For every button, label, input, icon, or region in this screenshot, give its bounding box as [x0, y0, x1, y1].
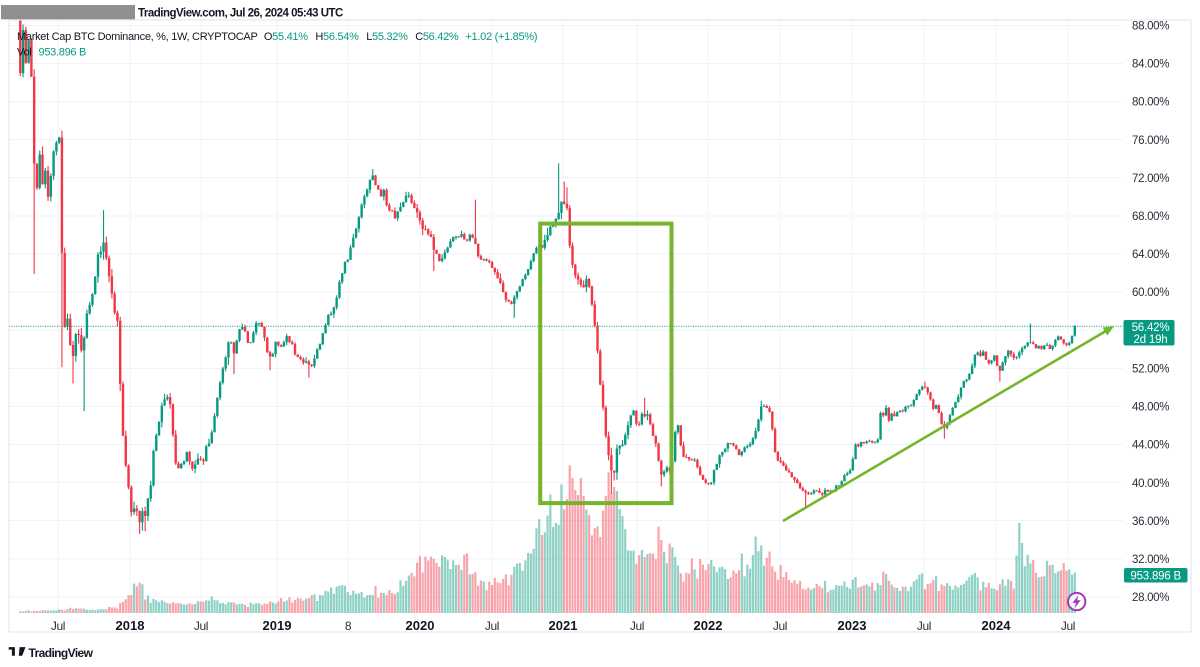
svg-text:72.00%: 72.00%	[1132, 173, 1169, 185]
svg-text:Jul: Jul	[1061, 619, 1075, 633]
svg-text:TradingView.com, Jul 26, 2024: TradingView.com, Jul 26, 2024 05:43 UTC	[138, 8, 343, 20]
svg-text:2d 19h: 2d 19h	[1134, 334, 1168, 346]
svg-text:Vol: Vol	[17, 47, 31, 59]
svg-text:2021: 2021	[549, 618, 578, 633]
svg-text:84.00%: 84.00%	[1132, 59, 1169, 71]
svg-text:2018: 2018	[116, 618, 145, 633]
svg-text:953.896 B: 953.896 B	[1130, 570, 1181, 582]
svg-text:44.00%: 44.00%	[1132, 440, 1169, 452]
svg-text:60.00%: 60.00%	[1132, 287, 1169, 299]
svg-text:48.00%: 48.00%	[1132, 402, 1169, 414]
svg-text:Market Cap BTC Dominance, %, 1: Market Cap BTC Dominance, %, 1W, CRYPTOC…	[17, 31, 537, 43]
svg-text:28.00%: 28.00%	[1132, 592, 1169, 604]
svg-text:953.896 B: 953.896 B	[39, 47, 87, 59]
svg-text:Jul: Jul	[773, 619, 787, 633]
svg-text:68.00%: 68.00%	[1132, 211, 1169, 223]
svg-text:Jul: Jul	[194, 619, 208, 633]
svg-text:80.00%: 80.00%	[1132, 97, 1169, 109]
svg-text:2023: 2023	[838, 618, 867, 633]
svg-text:76.00%: 76.00%	[1132, 135, 1169, 147]
svg-text:Jul: Jul	[485, 619, 499, 633]
svg-text:Jul: Jul	[630, 619, 644, 633]
svg-text:36.00%: 36.00%	[1132, 516, 1169, 528]
svg-text:64.00%: 64.00%	[1132, 249, 1169, 261]
svg-text:8: 8	[345, 619, 352, 633]
svg-text:88.00%: 88.00%	[1132, 20, 1169, 32]
svg-text:2024: 2024	[982, 618, 1012, 633]
svg-text:2019: 2019	[263, 618, 292, 633]
svg-text:TradingView: TradingView	[29, 646, 94, 660]
svg-text:2022: 2022	[694, 618, 723, 633]
svg-text:52.00%: 52.00%	[1132, 363, 1169, 375]
svg-text:Jul: Jul	[917, 619, 931, 633]
svg-text:56.42%: 56.42%	[1132, 322, 1170, 334]
svg-text:40.00%: 40.00%	[1132, 478, 1169, 490]
svg-text:Jul: Jul	[51, 619, 65, 633]
svg-text:32.00%: 32.00%	[1132, 554, 1169, 566]
svg-text:2020: 2020	[406, 618, 435, 633]
